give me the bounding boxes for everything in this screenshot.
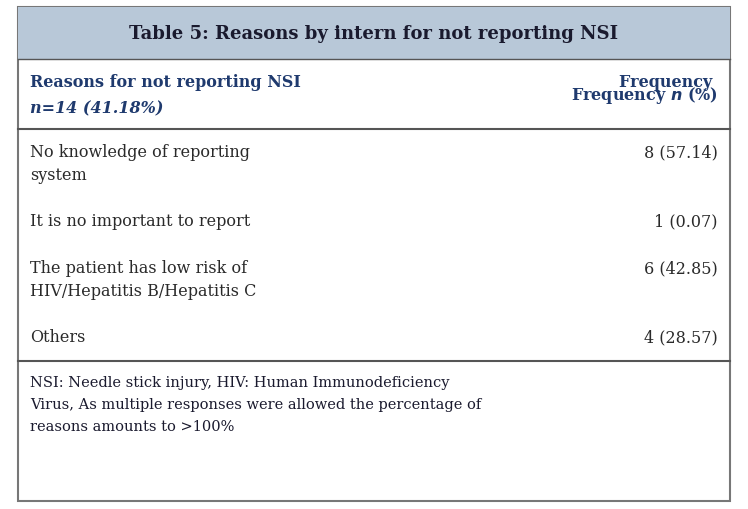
Text: Frequency $\bfit{n}$ (%): Frequency $\bfit{n}$ (%) — [571, 84, 718, 105]
Text: The patient has low risk of: The patient has low risk of — [30, 260, 247, 276]
Text: Reasons for not reporting NSI: Reasons for not reporting NSI — [30, 74, 301, 91]
Text: It is no important to report: It is no important to report — [30, 213, 251, 230]
Bar — [18, 8, 730, 60]
Text: 8 (57.14): 8 (57.14) — [644, 144, 718, 161]
Text: Table 5: Reasons by intern for not reporting NSI: Table 5: Reasons by intern for not repor… — [129, 25, 619, 43]
Text: Others: Others — [30, 329, 85, 346]
Text: 4 (28.57): 4 (28.57) — [644, 329, 718, 346]
Text: system: system — [30, 166, 87, 184]
Text: Frequency: Frequency — [619, 74, 718, 91]
Text: Virus, As multiple responses were allowed the percentage of: Virus, As multiple responses were allowe… — [30, 397, 481, 411]
Text: reasons amounts to >100%: reasons amounts to >100% — [30, 419, 234, 433]
Text: No knowledge of reporting: No knowledge of reporting — [30, 144, 250, 161]
Text: HIV/Hepatitis B/Hepatitis C: HIV/Hepatitis B/Hepatitis C — [30, 282, 257, 299]
Text: n=14 (41.18%): n=14 (41.18%) — [30, 100, 164, 117]
Text: NSI: Needle stick injury, HIV: Human Immunodeficiency: NSI: Needle stick injury, HIV: Human Imm… — [30, 375, 450, 389]
Text: 6 (42.85): 6 (42.85) — [644, 260, 718, 276]
Text: 1 (0.07): 1 (0.07) — [654, 213, 718, 230]
